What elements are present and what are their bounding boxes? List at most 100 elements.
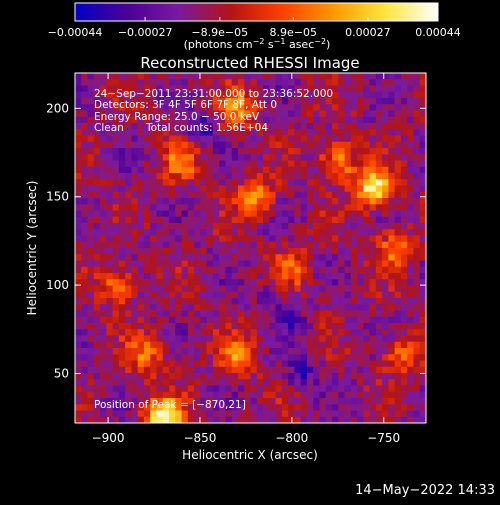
- heatmap-cell: [93, 241, 101, 249]
- heatmap-cell: [81, 223, 89, 230]
- heatmap-cell: [331, 204, 339, 212]
- heatmap-cell: [357, 166, 364, 174]
- heatmap-cell: [106, 85, 114, 93]
- heatmap-cell: [175, 385, 183, 393]
- heatmap-cell: [344, 235, 352, 243]
- heatmap-cell: [306, 110, 314, 118]
- heatmap-cell: [150, 154, 158, 162]
- heatmap-cell: [288, 104, 295, 112]
- heatmap-cell: [225, 279, 233, 287]
- heatmap-cell: [250, 216, 258, 224]
- heatmap-cell: [338, 166, 346, 174]
- heatmap-cell: [369, 360, 377, 368]
- heatmap-cell: [150, 291, 158, 299]
- heatmap-cell: [256, 304, 264, 312]
- heatmap-cell: [363, 79, 371, 87]
- heatmap-cell: [400, 191, 408, 199]
- heatmap-cell: [338, 154, 346, 162]
- heatmap-cell: [256, 329, 264, 337]
- heatmap-cell: [212, 360, 220, 368]
- heatmap-cell: [263, 116, 270, 124]
- heatmap-cell: [181, 160, 189, 168]
- heatmap-cell: [306, 154, 314, 162]
- heatmap-cell: [206, 279, 214, 287]
- heatmap-cell: [93, 223, 101, 230]
- heatmap-cell: [75, 179, 82, 187]
- heatmap-cell: [200, 160, 208, 168]
- heatmap-cell: [137, 266, 145, 274]
- heatmap-cell: [375, 223, 383, 230]
- heatmap-cell: [382, 279, 389, 287]
- heatmap-cell: [369, 123, 377, 130]
- heatmap-cell: [212, 241, 220, 249]
- heatmap-cell: [331, 316, 339, 324]
- heatmap-cell: [131, 160, 139, 168]
- heatmap-cell: [275, 254, 283, 262]
- heatmap-cell: [75, 379, 82, 387]
- heatmap-cell: [350, 323, 358, 330]
- heatmap-cell: [338, 216, 346, 224]
- heatmap-cell: [100, 204, 107, 212]
- heatmap-cell: [325, 285, 333, 293]
- heatmap-cell: [75, 348, 82, 355]
- heatmap-cell: [350, 291, 358, 299]
- heatmap-cell: [288, 110, 295, 118]
- heatmap-cell: [131, 379, 139, 387]
- heatmap-cell: [162, 273, 170, 280]
- heatmap-cell: [263, 341, 270, 349]
- heatmap-cell: [137, 110, 145, 118]
- heatmap-cell: [225, 135, 233, 143]
- heatmap-cell: [350, 235, 358, 243]
- heatmap-cell: [250, 398, 258, 405]
- heatmap-cell: [419, 285, 426, 293]
- heatmap-cell: [256, 260, 264, 268]
- heatmap-cell: [275, 260, 283, 268]
- heatmap-cell: [181, 335, 189, 343]
- heatmap-cell: [93, 191, 101, 199]
- heatmap-cell: [244, 198, 252, 205]
- heatmap-cell: [131, 79, 139, 87]
- heatmap-cell: [143, 391, 151, 399]
- heatmap-cell: [206, 185, 214, 193]
- heatmap-cell: [206, 198, 214, 205]
- heatmap-cell: [156, 373, 164, 380]
- heatmap-cell: [225, 73, 233, 80]
- heatmap-cell: [419, 348, 426, 355]
- heatmap-cell: [325, 110, 333, 118]
- heatmap-cell: [162, 398, 170, 405]
- heatmap-cell: [219, 260, 227, 268]
- heatmap-cell: [150, 185, 158, 193]
- heatmap-cell: [294, 185, 302, 193]
- heatmap-cell: [419, 248, 426, 255]
- heatmap-cell: [369, 398, 377, 405]
- heatmap-cell: [300, 248, 308, 255]
- heatmap-cell: [93, 385, 101, 393]
- heatmap-cell: [244, 73, 252, 80]
- heatmap-cell: [181, 285, 189, 293]
- heatmap-cell: [143, 298, 151, 305]
- heatmap-cell: [169, 210, 176, 218]
- heatmap-cell: [225, 316, 233, 324]
- detectors-text: Detectors: 3F 4F 5F 6F 7F 8F, Att 0: [94, 99, 277, 111]
- heatmap-cell: [206, 110, 214, 118]
- heatmap-cell: [137, 279, 145, 287]
- heatmap-cell: [263, 191, 270, 199]
- heatmap-cell: [407, 179, 415, 187]
- heatmap-cell: [357, 266, 364, 274]
- heatmap-cell: [112, 260, 120, 268]
- heatmap-cell: [194, 398, 201, 405]
- heatmap-cell: [256, 185, 264, 193]
- heatmap-cell: [394, 148, 402, 155]
- heatmap-cell: [187, 248, 195, 255]
- heatmap-cell: [244, 154, 252, 162]
- heatmap-cell: [357, 248, 364, 255]
- heatmap-cell: [256, 323, 264, 330]
- heatmap-cell: [407, 91, 415, 99]
- heatmap-cell: [375, 210, 383, 218]
- heatmap-cell: [112, 204, 120, 212]
- heatmap-cell: [256, 173, 264, 180]
- heatmap-cell: [162, 298, 170, 305]
- heatmap-cell: [75, 173, 82, 180]
- heatmap-cell: [150, 110, 158, 118]
- heatmap-cell: [112, 379, 120, 387]
